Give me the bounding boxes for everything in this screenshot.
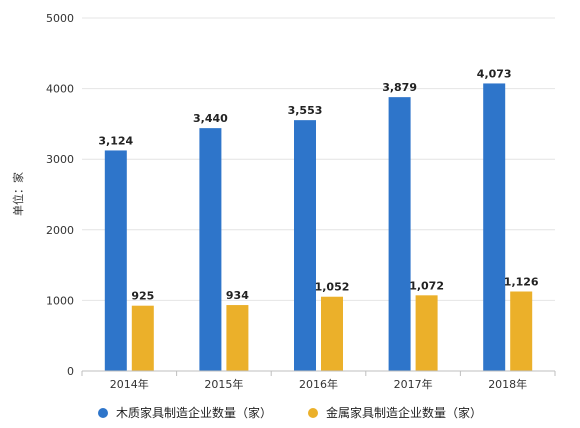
gridlines — [82, 17, 555, 301]
data-label: 4,073 — [477, 67, 512, 80]
data-label: 3,440 — [193, 112, 228, 125]
y-axis-ticks: 0 1000 2000 3000 4000 5000 — [46, 12, 74, 378]
bar-wood — [388, 97, 411, 371]
data-label: 3,124 — [98, 134, 133, 147]
y-tick-label: 0 — [67, 365, 74, 378]
y-tick-label: 2000 — [46, 224, 74, 237]
bar-wood — [294, 120, 316, 371]
data-label: 1,052 — [315, 281, 350, 294]
x-axis-ticks: 2014年 2015年 2016年 2017年 2018年 — [81, 371, 556, 391]
data-label: 934 — [226, 289, 249, 302]
legend-item-wood[interactable]: 木质家具制造企业数量（家） — [97, 404, 272, 421]
bars — [104, 83, 533, 371]
legend-label-metal: 金属家具制造企业数量（家） — [326, 406, 483, 420]
legend-swatch-metal — [308, 407, 318, 418]
y-axis-label: 单位：家 — [11, 172, 25, 216]
x-tick-label: 2015年 — [204, 377, 243, 391]
bar-metal — [131, 305, 154, 371]
y-tick-label: 4000 — [46, 83, 74, 96]
y-tick-label: 5000 — [46, 12, 74, 25]
data-label: 3,553 — [288, 104, 323, 117]
x-tick-label: 2016年 — [299, 377, 338, 391]
y-tick-label: 3000 — [46, 153, 74, 166]
legend-item-metal[interactable]: 金属家具制造企业数量（家） — [308, 404, 482, 421]
legend-label-wood: 木质家具制造企业数量（家） — [115, 406, 272, 420]
data-label: 1,072 — [409, 279, 444, 292]
data-label: 925 — [131, 290, 154, 303]
y-tick-label: 1000 — [46, 294, 74, 307]
data-labels: 3,124 925 3,440 934 3,553 1,052 3,879 1,072 4,07… — [98, 67, 539, 302]
data-label: 3,879 — [382, 81, 417, 94]
bar-metal — [226, 305, 249, 371]
x-tick-label: 2014年 — [110, 377, 149, 391]
data-label: 1,126 — [504, 276, 539, 289]
bar-wood — [199, 128, 222, 371]
bar-metal — [415, 295, 438, 371]
legend-swatch-wood — [97, 407, 108, 418]
x-tick-label: 2017年 — [394, 377, 433, 391]
x-tick-label: 2018年 — [488, 377, 527, 391]
bar-wood — [104, 150, 127, 371]
bar-metal — [510, 291, 533, 371]
bar-chart: 0 1000 2000 3000 4000 5000 单位：家 3,124 925 3,440… — [11, 12, 556, 391]
legend: 木质家具制造企业数量（家） 金属家具制造企业数量（家） — [0, 404, 580, 421]
bar-wood — [483, 83, 506, 371]
bar-metal — [321, 296, 343, 371]
